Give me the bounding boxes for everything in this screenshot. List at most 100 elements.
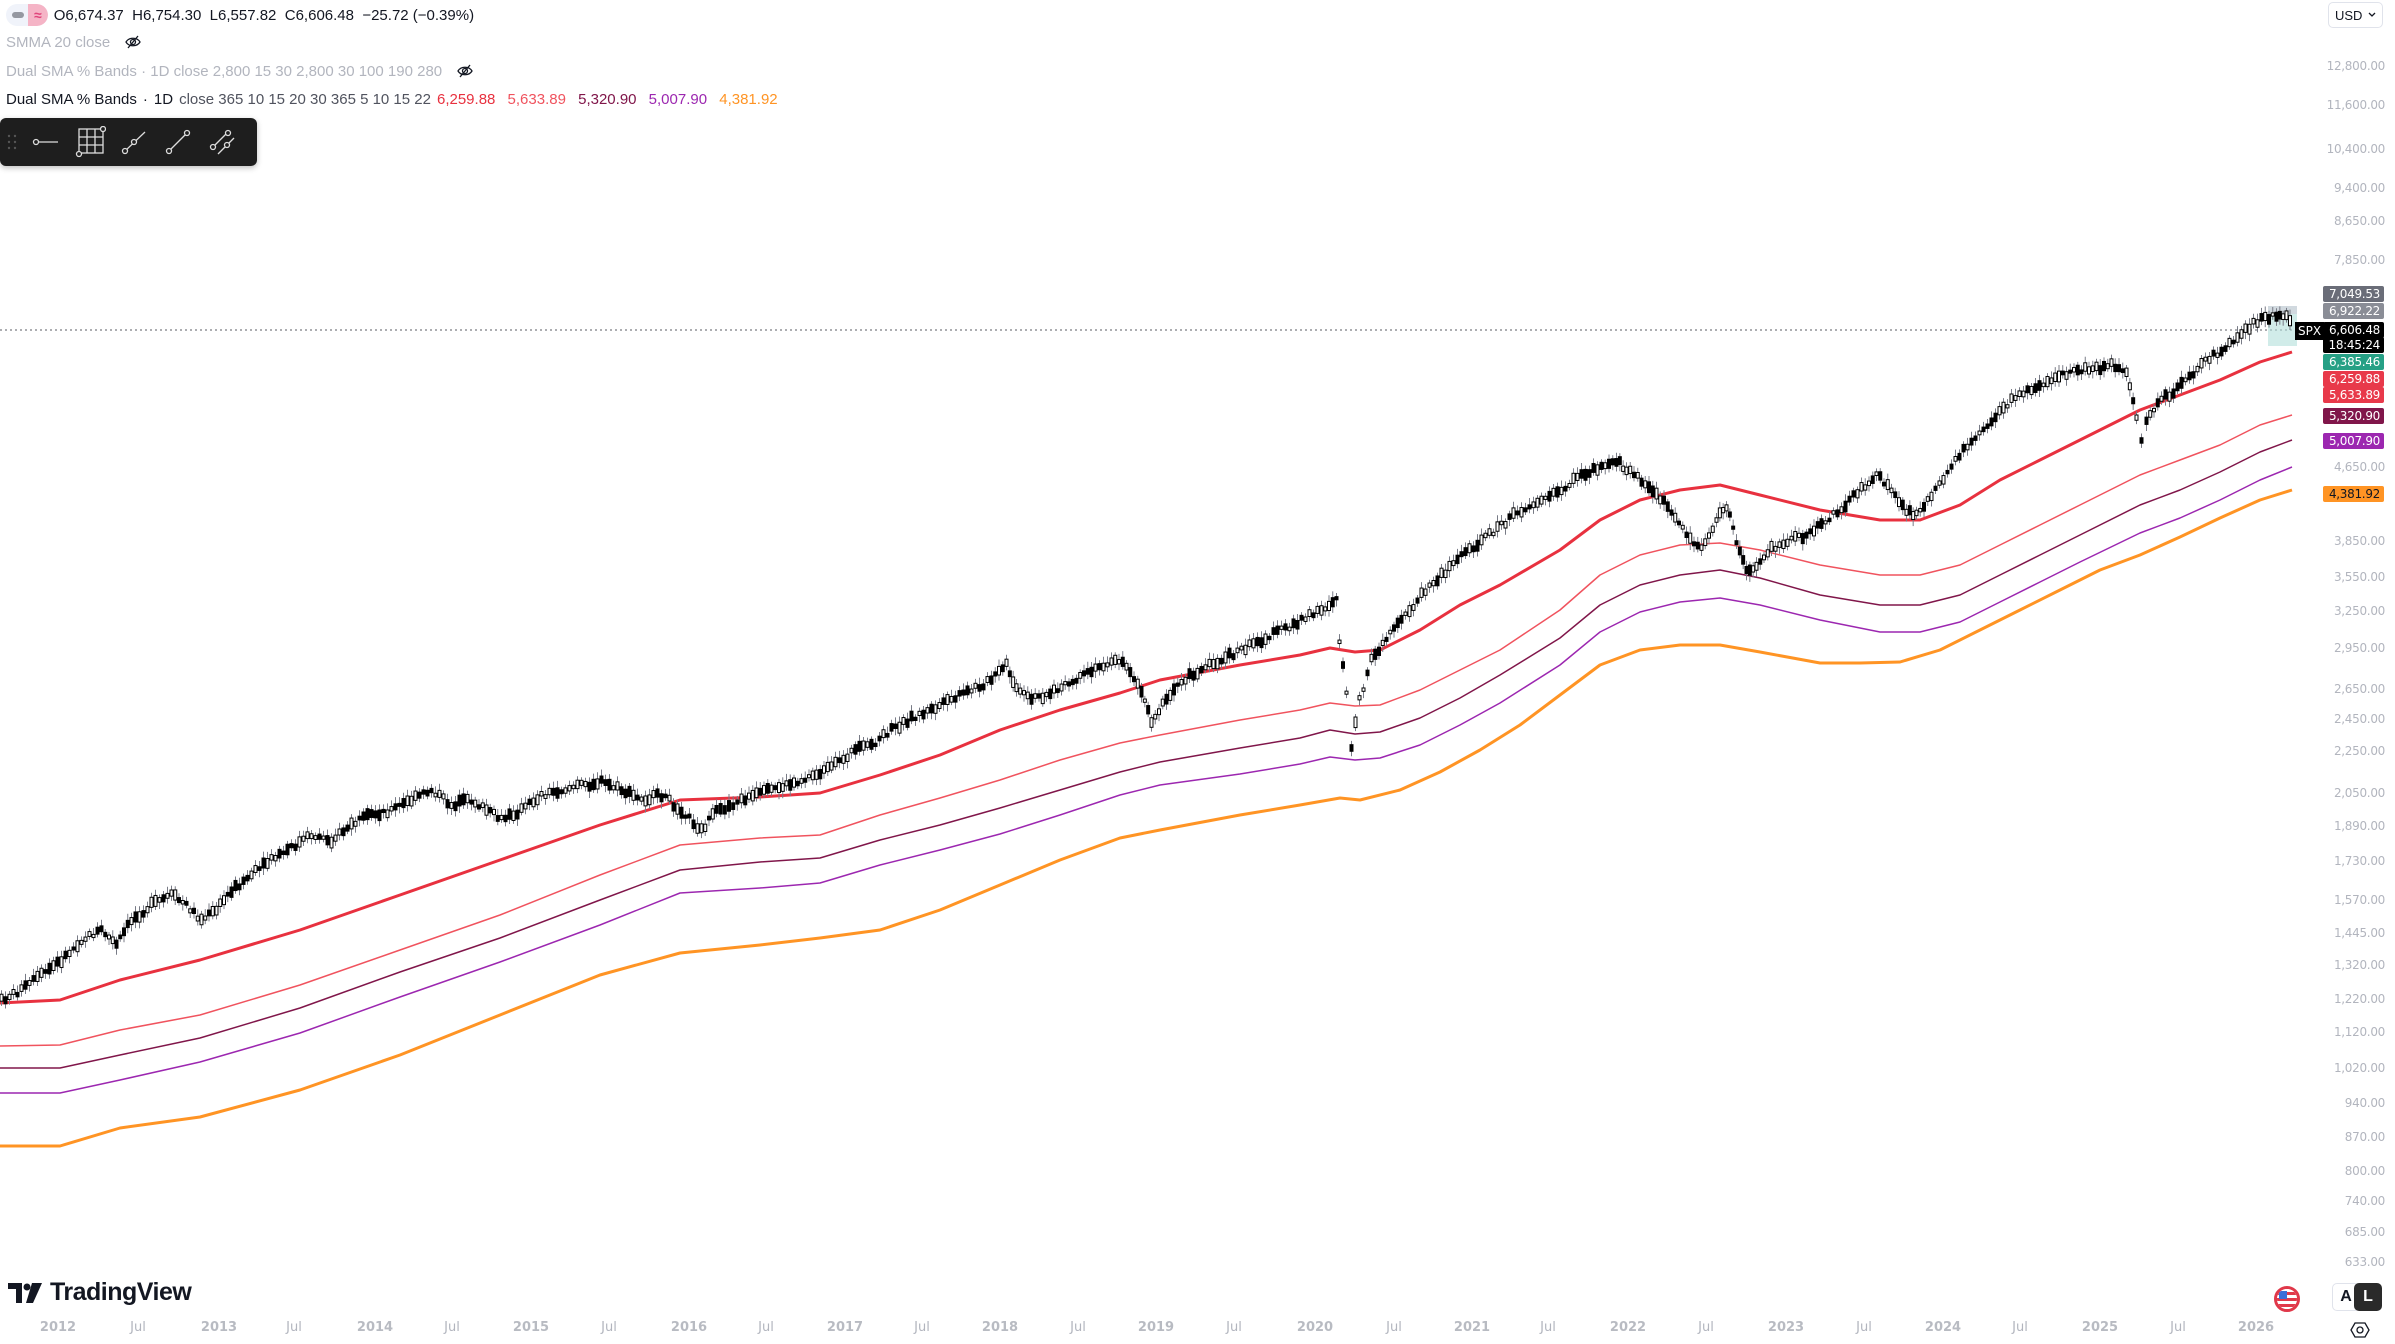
chevron-down-icon bbox=[2368, 12, 2376, 17]
indicator-dual-sma-active[interactable]: Dual SMA % Bands · 1D close 365 10 15 20… bbox=[6, 91, 786, 108]
collapse-icon[interactable] bbox=[12, 12, 24, 18]
price-label: 5,007.90 bbox=[2323, 433, 2384, 449]
time-tick: 2023 bbox=[1767, 1320, 1805, 1335]
settings-icon[interactable] bbox=[2350, 1320, 2370, 1340]
band-value-30: 4,381.92 bbox=[719, 91, 778, 108]
price-tick: 8,650.00 bbox=[2333, 214, 2385, 228]
time-tick: Jul bbox=[286, 1320, 302, 1335]
range-top-highlight bbox=[2268, 306, 2297, 314]
time-tick: Jul bbox=[1856, 1320, 1872, 1335]
horizontal-ray-icon[interactable] bbox=[24, 120, 68, 164]
price-label: 6,922.22 bbox=[2323, 303, 2384, 319]
price-tick: 800.00 bbox=[2344, 1164, 2386, 1178]
time-tick: Jul bbox=[444, 1320, 460, 1335]
price-tick: 3,850.00 bbox=[2333, 534, 2385, 548]
price-series bbox=[0, 306, 2292, 1009]
symbol-tag: SPX bbox=[2295, 322, 2325, 340]
time-tick: 2016 bbox=[670, 1320, 708, 1335]
price-tick: 2,950.00 bbox=[2333, 641, 2385, 655]
band-line bbox=[0, 350, 2293, 1005]
price-tick: 10,400.00 bbox=[2326, 142, 2386, 156]
price-tick: 685.00 bbox=[2344, 1225, 2386, 1239]
indicator-dual-sma-hidden[interactable]: Dual SMA % Bands · 1D close 2,800 15 30 … bbox=[6, 62, 474, 80]
band-line bbox=[0, 488, 2293, 1148]
price-tick: 2,450.00 bbox=[2333, 712, 2385, 726]
time-tick: Jul bbox=[914, 1320, 930, 1335]
time-tick: Jul bbox=[601, 1320, 617, 1335]
price-label: 6,385.46 bbox=[2323, 354, 2384, 370]
price-tick: 2,250.00 bbox=[2333, 744, 2385, 758]
ohlc-legend: ≈ O6,674.37 H6,754.30 L6,557.82 C6,606.4… bbox=[6, 4, 474, 26]
price-tick: 4,650.00 bbox=[2333, 460, 2385, 474]
price-tick: 1,020.00 bbox=[2333, 1061, 2385, 1075]
band-value-basis: 6,259.88 bbox=[436, 91, 496, 108]
tradingview-logo-icon bbox=[8, 1282, 42, 1303]
trend-line-icon[interactable] bbox=[112, 120, 156, 164]
price-tick: 7,850.00 bbox=[2333, 253, 2385, 267]
time-tick: Jul bbox=[2170, 1320, 2186, 1335]
price-label: 6,606.48 bbox=[2323, 322, 2384, 338]
chart-pane[interactable] bbox=[0, 0, 2320, 1310]
price-tick: 11,600.00 bbox=[2326, 98, 2386, 112]
time-tick: 2025 bbox=[2081, 1320, 2119, 1335]
price-tick: 940.00 bbox=[2344, 1096, 2386, 1110]
symbol-pill[interactable]: ≈ bbox=[6, 4, 48, 26]
time-tick: 2012 bbox=[39, 1320, 77, 1335]
price-tick: 2,050.00 bbox=[2333, 786, 2385, 800]
currency-select[interactable]: USD bbox=[2328, 2, 2383, 28]
price-tick: 1,220.00 bbox=[2333, 992, 2385, 1006]
time-tick: 2022 bbox=[1609, 1320, 1647, 1335]
price-tick: 740.00 bbox=[2344, 1194, 2386, 1208]
parallel-channel-icon[interactable] bbox=[200, 120, 244, 164]
time-tick: 2019 bbox=[1137, 1320, 1175, 1335]
tradingview-logo[interactable]: TradingView bbox=[8, 1278, 192, 1307]
drawing-toolbar bbox=[0, 118, 257, 166]
time-tick: Jul bbox=[1386, 1320, 1402, 1335]
band-value-10: 5,633.89 bbox=[507, 91, 566, 108]
price-label: 5,320.90 bbox=[2323, 408, 2384, 424]
indicator-interval: 1D bbox=[153, 91, 174, 108]
price-label: 7,049.53 bbox=[2323, 286, 2384, 302]
indicator-name: Dual SMA % Bands bbox=[6, 91, 137, 108]
time-tick: 2026 bbox=[2237, 1320, 2275, 1335]
price-tick: 1,320.00 bbox=[2333, 958, 2385, 972]
time-tick: 2020 bbox=[1296, 1320, 1334, 1335]
indicator-smma[interactable]: SMMA 20 close bbox=[6, 33, 142, 51]
ray-icon[interactable] bbox=[156, 120, 200, 164]
indicator-params: close 365 10 15 20 30 365 5 10 15 22 bbox=[179, 91, 431, 108]
time-axis[interactable]: 2012 Jul 2013 Jul 2014 Jul 2015 Jul 2016 Jul 2017 J… bbox=[0, 1318, 2320, 1344]
currency-label: USD bbox=[2335, 7, 2363, 23]
price-label: 5,633.89 bbox=[2323, 387, 2384, 403]
change-value: −25.72 (−0.39%) bbox=[362, 6, 475, 24]
time-tick: 2021 bbox=[1453, 1320, 1491, 1335]
time-tick: 2013 bbox=[200, 1320, 238, 1335]
price-label: 6,259.88 bbox=[2323, 371, 2384, 387]
wave-icon: ≈ bbox=[28, 4, 48, 26]
price-tick: 870.00 bbox=[2344, 1130, 2386, 1144]
time-tick: Jul bbox=[1070, 1320, 1086, 1335]
time-tick: Jul bbox=[2012, 1320, 2028, 1335]
time-tick: Jul bbox=[1226, 1320, 1242, 1335]
log-scale-button[interactable]: L bbox=[2354, 1283, 2382, 1311]
eye-crossed-icon[interactable] bbox=[456, 62, 474, 80]
time-tick: Jul bbox=[758, 1320, 774, 1335]
price-tick: 1,890.00 bbox=[2333, 819, 2385, 833]
price-tick: 633.00 bbox=[2344, 1255, 2386, 1269]
eye-crossed-icon[interactable] bbox=[124, 33, 142, 51]
us-flag-icon[interactable] bbox=[2274, 1286, 2300, 1312]
indicator-values: 6,259.88 5,633.89 5,320.90 5,007.90 4,38… bbox=[437, 91, 786, 108]
band-value-15: 5,320.90 bbox=[578, 91, 637, 108]
price-axis[interactable]: 12,800.00 11,600.00 10,400.00 9,400.00 8,650… bbox=[2325, 0, 2395, 1300]
time-tick: 2024 bbox=[1924, 1320, 1962, 1335]
time-tick: 2015 bbox=[512, 1320, 550, 1335]
price-tick: 2,650.00 bbox=[2333, 682, 2385, 696]
grid-icon[interactable] bbox=[68, 120, 112, 164]
price-label: 4,381.92 bbox=[2323, 486, 2384, 502]
indicator-title: SMMA 20 close bbox=[6, 33, 111, 51]
grip-icon[interactable] bbox=[0, 120, 24, 164]
time-tick: Jul bbox=[1698, 1320, 1714, 1335]
price-tick: 1,120.00 bbox=[2333, 1025, 2385, 1039]
time-tick: 2014 bbox=[356, 1320, 394, 1335]
band-line bbox=[0, 439, 2293, 1069]
price-tick: 3,250.00 bbox=[2333, 604, 2385, 618]
